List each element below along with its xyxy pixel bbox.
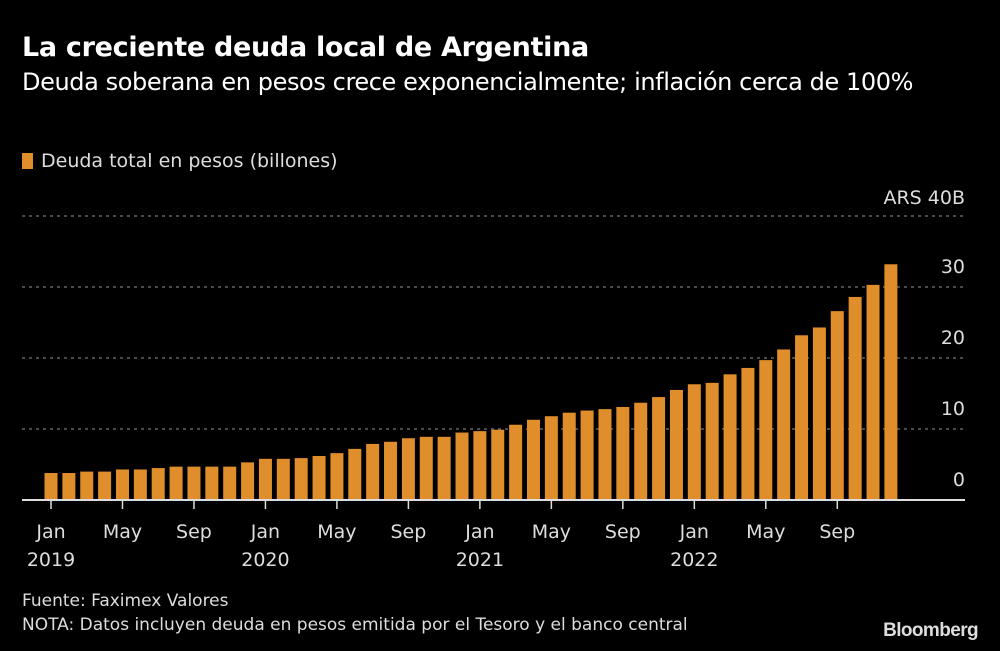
bar <box>44 473 58 500</box>
x-tick-label-month: Jan <box>679 521 709 543</box>
bar <box>151 468 165 500</box>
data-note: NOTA: Datos incluyen deuda en pesos emit… <box>22 615 688 635</box>
x-tick-label-month: May <box>532 521 571 543</box>
x-tick-label-year: 2019 <box>27 549 75 571</box>
footer: Fuente: Faximex Valores NOTA: Datos incl… <box>22 589 688 637</box>
bar <box>741 367 755 500</box>
bar <box>115 469 129 500</box>
bar <box>276 458 290 500</box>
bar <box>509 424 523 500</box>
y-axis: 0 10 20 30 ARS 40B <box>883 187 965 491</box>
bar <box>526 419 540 500</box>
bar <box>723 374 737 500</box>
bar <box>384 441 398 500</box>
legend-swatch <box>22 153 33 169</box>
bar <box>419 436 433 500</box>
x-tick-label-month: Jan <box>35 521 65 543</box>
bar <box>401 438 415 500</box>
bar <box>848 296 862 500</box>
y-tick-label: 20 <box>941 327 965 349</box>
bar <box>455 432 469 500</box>
bar <box>98 471 112 500</box>
bar <box>884 264 898 500</box>
bar <box>294 458 308 500</box>
x-tick-label-month: May <box>317 521 356 543</box>
x-tick-label-month: May <box>103 521 142 543</box>
bar <box>759 360 773 500</box>
y-tick-label: ARS 40B <box>883 187 965 209</box>
bar <box>795 335 809 500</box>
bar <box>80 471 94 500</box>
bar <box>330 453 344 500</box>
bar <box>473 431 487 500</box>
bar <box>830 311 844 500</box>
bar <box>169 466 183 500</box>
bar <box>258 458 272 500</box>
bar <box>777 349 791 500</box>
x-tick-label-month: Jan <box>250 521 280 543</box>
bar <box>437 436 451 500</box>
bar <box>62 473 76 500</box>
y-tick-label: 30 <box>941 256 965 278</box>
bar <box>687 384 701 500</box>
x-tick-label-month: Sep <box>390 521 426 543</box>
chart-title: La creciente deuda local de Argentina <box>22 32 589 63</box>
bar <box>223 466 237 500</box>
y-tick-label: 0 <box>953 469 965 491</box>
bar <box>812 327 826 500</box>
x-tick-label-year: 2020 <box>241 549 289 571</box>
legend-label: Deuda total en pesos (billones) <box>41 150 338 172</box>
bar <box>241 462 255 500</box>
bar <box>866 284 880 500</box>
x-tick-label-month: Sep <box>605 521 641 543</box>
bar <box>205 466 219 500</box>
bar <box>580 410 594 500</box>
y-tick-label: 10 <box>941 398 965 420</box>
bloomberg-logo: Bloomberg <box>883 620 978 641</box>
bar <box>312 455 326 500</box>
source-note: Fuente: Faximex Valores <box>22 591 229 611</box>
bar <box>616 406 630 500</box>
bar <box>133 469 147 500</box>
bar <box>544 416 558 500</box>
bar <box>705 382 719 500</box>
bar <box>491 429 505 500</box>
bar <box>187 466 201 500</box>
chart-subtitle: Deuda soberana en pesos crece exponencia… <box>22 68 914 96</box>
bar <box>669 389 683 500</box>
legend: Deuda total en pesos (billones) <box>22 150 338 172</box>
bar <box>348 448 362 500</box>
bar <box>598 409 612 500</box>
bar <box>634 402 648 500</box>
x-axis: Jan 2019 May Sep Jan 2020 May Sep Jan 2021 May Sep J… <box>22 499 965 571</box>
bars <box>44 264 898 500</box>
x-tick-label-year: 2021 <box>456 549 504 571</box>
x-tick-label-month: Sep <box>176 521 212 543</box>
x-tick-label-year: 2022 <box>670 549 718 571</box>
x-tick-label-month: May <box>746 521 785 543</box>
x-tick-label-month: Sep <box>819 521 855 543</box>
bar <box>366 443 380 500</box>
bar <box>562 412 576 500</box>
x-tick-label-month: Jan <box>464 521 494 543</box>
bar <box>652 397 666 500</box>
